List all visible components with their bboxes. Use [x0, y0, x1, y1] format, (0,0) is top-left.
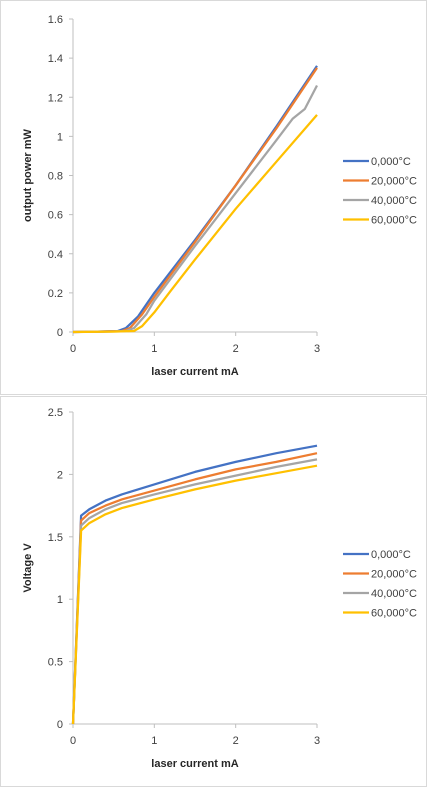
- x-tick-label: 0: [70, 735, 76, 747]
- series-line-3: [72, 114, 318, 334]
- y-tick-label: 2.5: [48, 407, 63, 419]
- legend: 0,000°C 20,000°C 40,000°C 60,000°C: [343, 549, 417, 620]
- y-tick-label: 1.2: [48, 92, 63, 104]
- series-line-3: [71, 464, 318, 725]
- series-line-1: [72, 67, 318, 334]
- voltage-chart-svg: 0 0.5 1 1.5 2 2.5 0 1 2 3 laser current mA Voltage …: [22, 407, 417, 770]
- output-power-chart-svg: 0 0.2 0.4 0.6 0.8 1 1.2 1.4 1.6 0 1 2 3 laser current…: [22, 14, 417, 378]
- output-power-chart: 0 0.2 0.4 0.6 0.8 1 1.2 1.4 1.6 0 1 2 3 laser current…: [0, 0, 427, 395]
- y-tick-label: 0: [57, 719, 63, 731]
- axes: 0 0.2 0.4 0.6 0.8 1 1.2 1.4 1.6 0 1 2 3 laser current…: [22, 14, 320, 378]
- series-line-0: [71, 444, 318, 725]
- x-axis-title: laser current mA: [151, 366, 238, 378]
- series-lines: [72, 65, 318, 334]
- legend-label: 60,000°C: [371, 608, 417, 620]
- x-tick-label: 3: [314, 735, 320, 747]
- legend-label: 20,000°C: [371, 569, 417, 581]
- x-tick-label: 3: [314, 343, 320, 355]
- y-tick-label: 2: [57, 469, 63, 481]
- y-axis-title: output power mW: [22, 128, 34, 221]
- legend-label: 40,000°C: [371, 588, 417, 600]
- x-tick-label: 2: [233, 343, 239, 355]
- y-tick-label: 0.6: [48, 210, 63, 222]
- series-line-1: [71, 452, 318, 725]
- y-tick-label: 1.6: [48, 14, 63, 26]
- x-tick-label: 1: [151, 343, 157, 355]
- y-tick-label: 0.2: [48, 288, 63, 300]
- y-tick-label: 1.5: [48, 532, 63, 544]
- y-tick-label: 1: [57, 131, 63, 143]
- x-tick-label: 0: [70, 343, 76, 355]
- y-axis-title: Voltage V: [22, 543, 34, 593]
- voltage-chart: 0 0.5 1 1.5 2 2.5 0 1 2 3 laser current mA Voltage …: [0, 396, 427, 787]
- y-tick-label: 1.4: [48, 53, 63, 65]
- series-lines: [71, 444, 318, 725]
- series-line-0: [72, 65, 318, 334]
- legend-label: 40,000°C: [371, 195, 417, 207]
- x-axis-title: laser current mA: [151, 758, 238, 770]
- legend: 0,000°C 20,000°C 40,000°C 60,000°C: [343, 156, 417, 227]
- axes: 0 0.5 1 1.5 2 2.5 0 1 2 3 laser current mA Voltage …: [22, 407, 320, 770]
- legend-label: 20,000°C: [371, 176, 417, 188]
- y-tick-label: 1: [57, 594, 63, 606]
- y-tick-label: 0.5: [48, 657, 63, 669]
- x-tick-label: 2: [233, 735, 239, 747]
- legend-label: 60,000°C: [371, 215, 417, 227]
- y-tick-label: 0.8: [48, 171, 63, 183]
- y-tick-label: 0: [57, 327, 63, 339]
- y-tick-label: 0.4: [48, 249, 63, 261]
- x-tick-label: 1: [151, 735, 157, 747]
- legend-label: 0,000°C: [371, 549, 411, 561]
- legend-label: 0,000°C: [371, 156, 411, 168]
- series-line-2: [71, 458, 318, 725]
